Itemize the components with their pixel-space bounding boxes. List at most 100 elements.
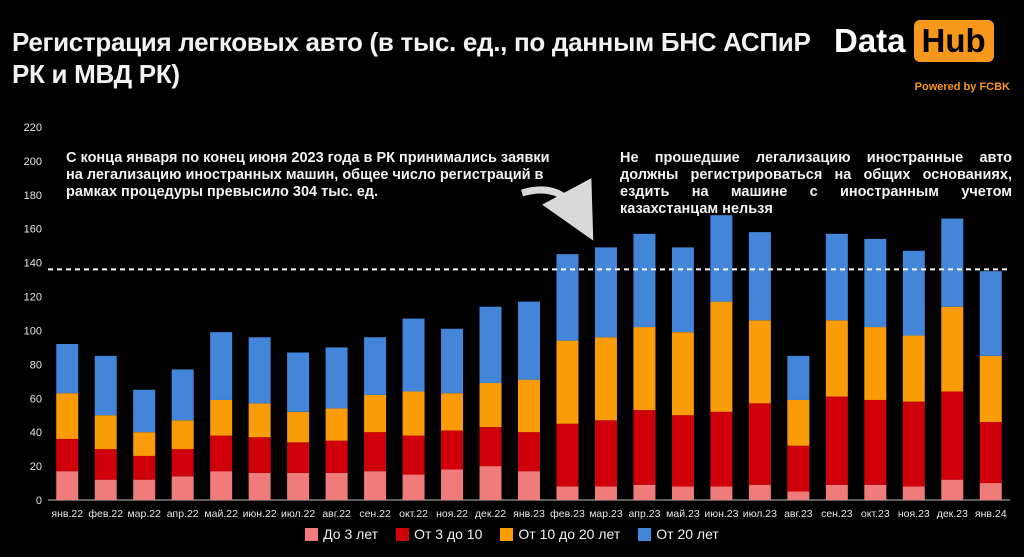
bar-segment bbox=[402, 435, 425, 475]
bar-segment bbox=[710, 486, 733, 500]
bar-segment bbox=[710, 301, 733, 412]
x-tick-label: ноя.22 bbox=[436, 508, 468, 520]
x-tick-label: мар.22 bbox=[127, 508, 161, 520]
bar-segment bbox=[325, 408, 348, 441]
bar-segment bbox=[556, 340, 579, 424]
y-tick-label: 20 bbox=[30, 461, 42, 473]
x-axis: янв.22 фев.22 мар.22 апр.22 май.22 июн.22 июл.… bbox=[51, 508, 1006, 520]
bar-segment bbox=[441, 393, 464, 431]
bar-segment bbox=[748, 484, 771, 500]
x-tick-label: апр.22 bbox=[167, 508, 199, 520]
bar-segment bbox=[864, 399, 887, 485]
x-tick-label: июн.22 bbox=[243, 508, 277, 520]
x-tick-label: июн.23 bbox=[704, 508, 738, 520]
legend-swatch bbox=[638, 527, 652, 541]
x-tick-label: дек.23 bbox=[937, 508, 968, 520]
bar-segment bbox=[979, 483, 1002, 500]
bar-segment bbox=[325, 472, 348, 500]
x-tick-label: окт.22 bbox=[399, 508, 428, 520]
y-tick-label: 220 bbox=[24, 122, 42, 134]
bar-segment bbox=[56, 393, 79, 439]
bar-segment bbox=[941, 306, 964, 392]
bar-segment bbox=[979, 271, 1002, 356]
y-tick-label: 100 bbox=[24, 325, 42, 337]
bar-segment bbox=[402, 318, 425, 392]
datahub-logo: Data Hub bbox=[834, 18, 994, 64]
bar-segment bbox=[825, 320, 848, 397]
bar-segment bbox=[479, 427, 502, 467]
x-tick-label: фев.23 bbox=[550, 508, 585, 520]
bar-segment bbox=[248, 403, 271, 438]
bar-segment bbox=[979, 355, 1002, 423]
bar-segment bbox=[825, 396, 848, 485]
legend-swatch bbox=[305, 527, 319, 541]
y-tick-label: 60 bbox=[30, 393, 42, 405]
bar-segment bbox=[171, 420, 194, 450]
y-tick-label: 80 bbox=[30, 359, 42, 371]
bar-segment bbox=[671, 415, 694, 487]
legend-label: От 20 лет bbox=[656, 526, 719, 542]
bar-segment bbox=[364, 394, 387, 433]
legend-item: От 20 лет bbox=[638, 526, 719, 542]
bar-segment bbox=[402, 474, 425, 500]
bar-segment bbox=[287, 352, 310, 412]
powered-by: Powered by FCBK bbox=[914, 81, 1010, 93]
bar-segment bbox=[556, 254, 579, 341]
x-tick-label: янв.22 bbox=[51, 508, 83, 520]
y-tick-label: 180 bbox=[24, 190, 42, 202]
legend-item: До 3 лет bbox=[305, 526, 378, 542]
bar-segment bbox=[748, 403, 771, 485]
bar-segment bbox=[864, 484, 887, 500]
bar-segment bbox=[133, 432, 156, 456]
bar-segment bbox=[864, 238, 887, 328]
y-tick-label: 0 bbox=[36, 495, 42, 507]
x-tick-label: сен.22 bbox=[359, 508, 391, 520]
bar-segment bbox=[787, 491, 810, 500]
bar-segment bbox=[633, 410, 656, 485]
x-tick-label: июл.23 bbox=[743, 508, 777, 520]
bar-segment bbox=[710, 411, 733, 487]
bar-segment bbox=[594, 337, 617, 421]
bar-segment bbox=[825, 233, 848, 321]
y-tick-label: 120 bbox=[24, 292, 42, 304]
x-tick-label: авг.23 bbox=[784, 508, 813, 520]
x-tick-label: янв.24 bbox=[975, 508, 1007, 520]
bar-segment bbox=[94, 415, 117, 450]
legend-label: От 10 до 20 лет bbox=[518, 526, 621, 542]
bar-segment bbox=[364, 471, 387, 500]
bar-segment bbox=[787, 355, 810, 400]
bar-segment bbox=[210, 471, 233, 500]
bar-segment bbox=[56, 471, 79, 500]
x-tick-label: ноя.23 bbox=[898, 508, 930, 520]
bar-segment bbox=[710, 215, 733, 302]
page-title: Регистрация легковых авто (в тыс. ед., п… bbox=[12, 27, 811, 89]
bars-group bbox=[56, 215, 1002, 500]
bar-segment bbox=[748, 320, 771, 404]
bar-segment bbox=[248, 472, 271, 500]
logo-hub-text: Hub bbox=[913, 20, 994, 62]
bar-segment bbox=[556, 486, 579, 500]
bar-segment bbox=[556, 423, 579, 487]
y-tick-label: 40 bbox=[30, 427, 42, 439]
x-tick-label: дек.22 bbox=[475, 508, 506, 520]
bar-segment bbox=[287, 472, 310, 500]
bar-segment bbox=[133, 455, 156, 480]
x-tick-label: мар.23 bbox=[589, 508, 623, 520]
bar-segment bbox=[94, 449, 117, 480]
bar-segment bbox=[633, 484, 656, 500]
y-axis: 0 20 40 60 80 100 120 140 160 180 200 220 bbox=[24, 122, 1010, 507]
bar-segment bbox=[748, 232, 771, 321]
x-tick-label: авг.22 bbox=[322, 508, 351, 520]
bar-segment bbox=[594, 420, 617, 487]
bar-segment bbox=[325, 440, 348, 473]
bar-segment bbox=[94, 479, 117, 500]
bar-segment bbox=[210, 399, 233, 436]
bar-segment bbox=[902, 486, 925, 500]
bar-segment bbox=[364, 432, 387, 472]
bar-segment bbox=[671, 332, 694, 416]
bar-segment bbox=[902, 335, 925, 402]
x-tick-label: окт.23 bbox=[861, 508, 890, 520]
x-tick-label: апр.23 bbox=[628, 508, 660, 520]
bar-segment bbox=[979, 422, 1002, 484]
